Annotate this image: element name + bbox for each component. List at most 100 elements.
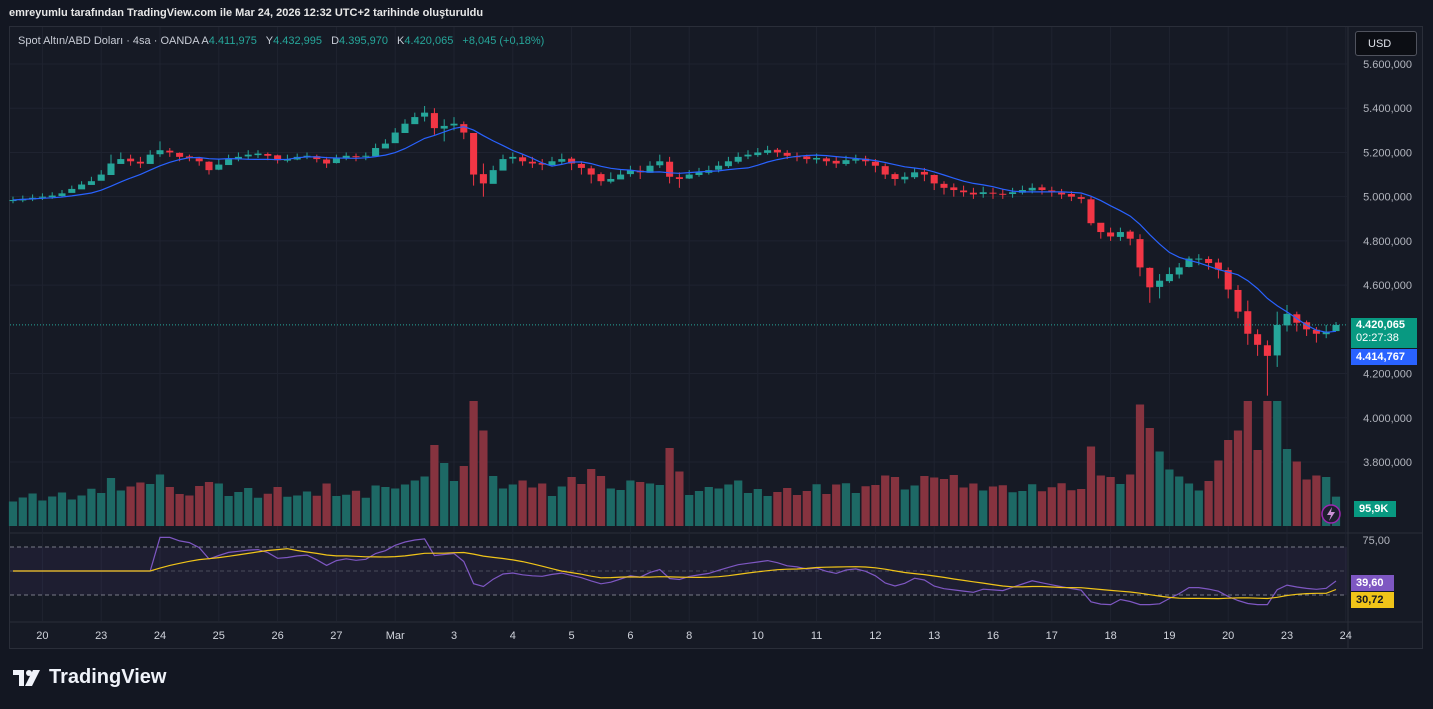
time-tick-label: 3 [451, 630, 457, 642]
volume-bar [1263, 401, 1272, 526]
candle-body [391, 132, 399, 144]
candle-body [754, 152, 762, 156]
candle-body [303, 155, 311, 157]
candle-body [323, 159, 331, 164]
price-tick-label: 4.000,000 [1363, 413, 1412, 425]
currency-button[interactable]: USD [1355, 31, 1417, 56]
candle-body [901, 176, 909, 180]
volume-bar [1116, 484, 1125, 526]
volume-bar [1047, 487, 1056, 526]
volume-bar [930, 477, 939, 526]
candle-body [842, 160, 850, 164]
candle-body [1185, 258, 1193, 267]
candle-body [234, 156, 242, 160]
candle-body [1038, 187, 1046, 191]
volume-bar [195, 486, 204, 526]
volume-bar [293, 495, 302, 526]
time-tick-label: 18 [1104, 630, 1116, 642]
rsi-tag: 39,60 [1351, 575, 1394, 591]
volume-bar [8, 501, 18, 526]
candle-body [568, 158, 576, 164]
volume-bar [273, 487, 282, 526]
volume-bar [410, 480, 419, 526]
volume-bar [1037, 491, 1047, 526]
candle-body [950, 187, 958, 191]
volume-bar [97, 493, 106, 526]
candle-body [646, 165, 654, 173]
candle-body [1165, 274, 1173, 282]
time-tick-label: 25 [213, 630, 225, 642]
price-tick-label: 3.800,000 [1363, 457, 1412, 469]
high-label: Y [265, 35, 274, 47]
volume-bar [57, 492, 67, 526]
volume-bar [1018, 491, 1027, 526]
candle-body [372, 148, 380, 157]
volume-bar [606, 488, 615, 526]
volume-bar [587, 469, 596, 526]
candle-body [852, 159, 860, 161]
volume-bar [1184, 483, 1194, 526]
tradingview-logo[interactable]: TradingView [11, 666, 166, 689]
volume-bar [832, 484, 841, 526]
candle-body [1234, 289, 1242, 312]
volume-tag: 95,9K [1354, 501, 1396, 517]
candle-body [1263, 345, 1271, 356]
top-bar: emreyumlu tarafından TradingView.com ile… [0, 0, 1433, 26]
candle-body [656, 161, 664, 166]
volume-bar [234, 492, 243, 526]
volume-bar [371, 485, 380, 526]
candle-body [979, 192, 987, 195]
candle-body [528, 161, 536, 164]
symbol-name[interactable]: Spot Altın/ABD Doları · 4sa · OANDA [18, 35, 199, 47]
candle-body [724, 161, 732, 167]
time-tick-label: 10 [752, 630, 764, 642]
volume-bar [38, 500, 47, 526]
candle-body [136, 161, 144, 164]
volume-bar [704, 487, 713, 526]
chart-frame[interactable] [9, 26, 1423, 649]
high-value: 4.432,995 [273, 35, 323, 47]
volume-bar [939, 479, 949, 526]
volume-bar [1175, 476, 1184, 526]
volume-bar [1077, 489, 1086, 526]
candle-body [1214, 262, 1222, 270]
volume-bar [1135, 404, 1145, 526]
time-tick-label: Mar [386, 630, 405, 642]
candle-body [342, 155, 350, 159]
candle-body [832, 160, 840, 164]
volume-bar [949, 475, 958, 526]
volume-bar [988, 486, 998, 526]
price-tick-label: 5.400,000 [1363, 103, 1412, 115]
candle-body [58, 193, 66, 197]
candle-body [519, 157, 527, 162]
symbol-legend[interactable]: Spot Altın/ABD Doları · 4sa · OANDA A4.4… [18, 35, 550, 47]
candle-body [1273, 324, 1281, 356]
volume-bar [1243, 401, 1252, 526]
close-label: K [397, 35, 405, 47]
time-tick-label: 4 [510, 630, 516, 642]
time-tick-label: 20 [1222, 630, 1234, 642]
candle-body [969, 192, 977, 195]
candle-body [773, 149, 781, 153]
volume-bar [734, 480, 743, 526]
volume-bar [67, 499, 76, 526]
candle-body [176, 152, 184, 157]
candle-body [1077, 197, 1085, 199]
volume-bar [155, 474, 165, 526]
time-tick-label: 13 [928, 630, 940, 642]
volume-bar [77, 495, 86, 526]
candle-body [381, 143, 389, 149]
volume-bar [87, 488, 96, 526]
candle-body [68, 188, 76, 193]
candle-body [156, 150, 164, 155]
candle-body [1195, 258, 1203, 260]
candle-body [587, 168, 595, 175]
candle-body [87, 181, 95, 185]
volume-bar [1086, 446, 1096, 526]
time-tick-label: 12 [869, 630, 881, 642]
volume-bar [567, 477, 576, 526]
volume-bar [1224, 440, 1233, 526]
volume-bar [861, 486, 870, 526]
candle-body [509, 156, 517, 159]
